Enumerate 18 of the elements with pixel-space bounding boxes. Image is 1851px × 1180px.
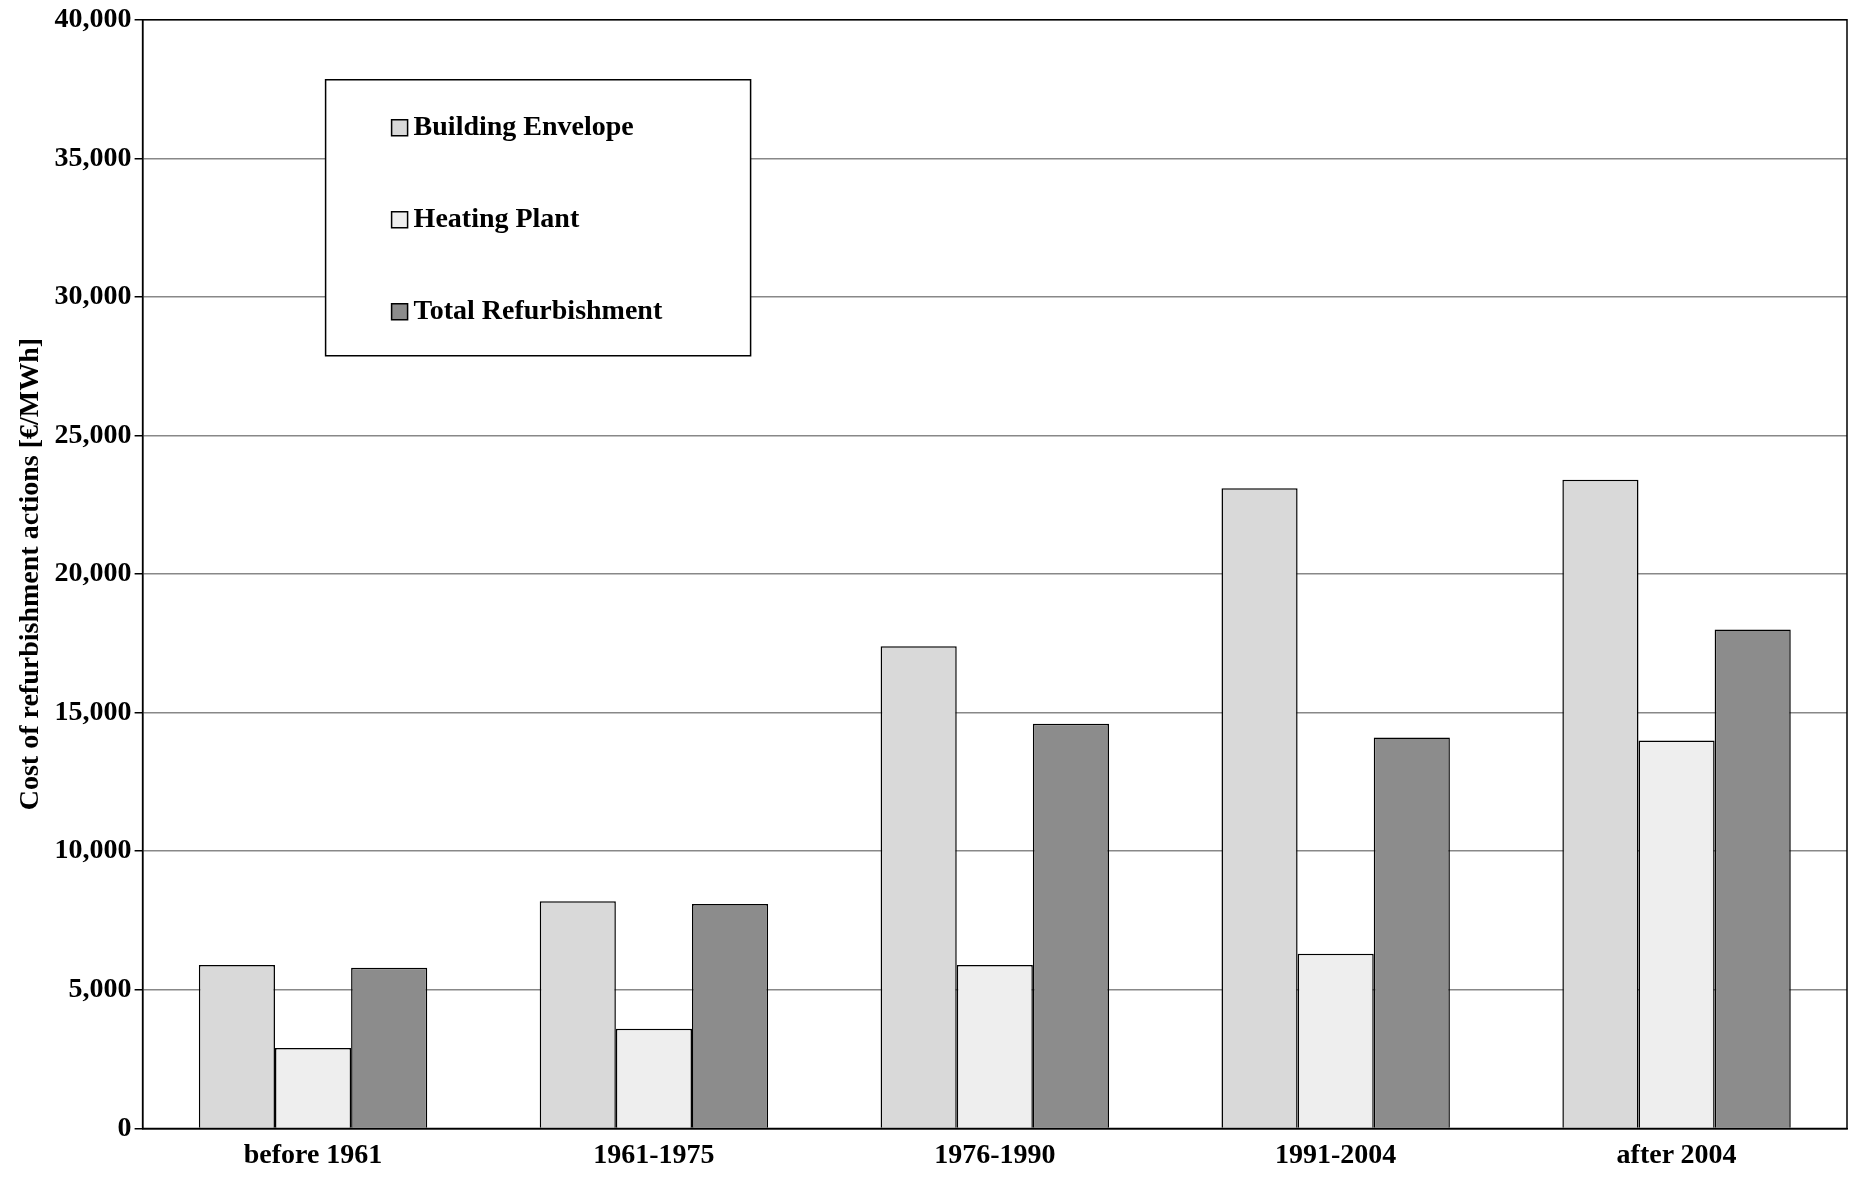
x-tick-label: 1961-1975 xyxy=(593,1138,715,1170)
x-tick-label: after 2004 xyxy=(1616,1138,1737,1170)
y-tick-label: 30,000 xyxy=(54,279,132,311)
y-tick-label: 40,000 xyxy=(54,2,132,34)
y-tick-label: 15,000 xyxy=(54,694,132,726)
y-tick-label: 35,000 xyxy=(54,140,132,172)
y-tick-label: 20,000 xyxy=(54,556,132,588)
y-tick-label: 10,000 xyxy=(54,833,132,865)
legend-label: Heating Plant xyxy=(413,202,580,234)
y-tick-label: 25,000 xyxy=(54,417,132,449)
y-axis-title: Cost of refurbishment actions [€/MWh] xyxy=(13,337,45,811)
y-tick-label: 0 xyxy=(117,1110,132,1142)
y-tick-label: 5,000 xyxy=(68,972,132,1004)
legend-label: Building Envelope xyxy=(413,110,634,142)
legend-label: Total Refurbishment xyxy=(413,294,663,326)
x-tick-label: 1976-1990 xyxy=(934,1138,1056,1170)
x-tick-label: before 1961 xyxy=(243,1138,383,1170)
x-tick-label: 1991-2004 xyxy=(1275,1138,1397,1170)
